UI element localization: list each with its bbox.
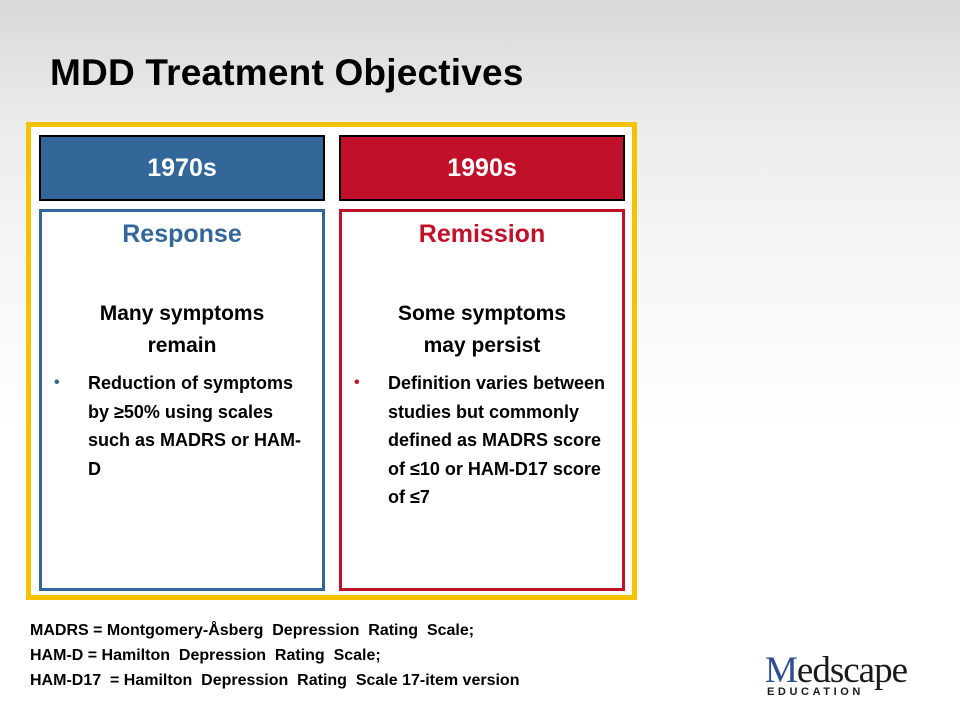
response-bullet-text: Reduction of symptoms by ≥50% using scal… — [88, 373, 302, 479]
era-header-1970s: 1970s — [39, 135, 325, 201]
response-subtitle-line1: Many symptoms — [99, 302, 265, 325]
logo-education: EDUCATION — [767, 686, 864, 698]
response-heading: Response — [122, 220, 242, 248]
era-header-1990s: 1990s — [339, 135, 625, 201]
bullet-icon: • — [354, 374, 360, 391]
remission-bullet-text: Definition varies between studies but co… — [388, 373, 606, 507]
remission-subtitle-line2: may persist — [423, 334, 541, 357]
logo-m: M — [765, 650, 798, 691]
remission-card: Remission Some symptoms may persist • De… — [339, 209, 625, 591]
response-card: Response Many symptoms remain • Reductio… — [39, 209, 325, 591]
remission-subtitle-line1: Some symptoms — [397, 302, 567, 325]
logo-rest: edscape — [796, 650, 908, 691]
medscape-education-logo: Medscape EDUCATION — [765, 652, 925, 702]
response-subtitle-line2: remain — [147, 334, 217, 357]
slide-title: MDD Treatment Objectives — [50, 52, 524, 93]
abbreviation-footnotes: MADRS = Montgomery-Åsberg Depression Rat… — [30, 618, 519, 693]
footnote-madrs: MADRS = Montgomery-Åsberg Depression Rat… — [30, 622, 475, 639]
footnote-ham-d: HAM-D = Hamilton Depression Rating Scale… — [30, 647, 381, 664]
remission-heading: Remission — [418, 220, 546, 248]
response-subtitle: Many symptoms remain — [62, 298, 302, 362]
remission-bullet: • Definition varies between studies but … — [352, 369, 610, 512]
response-bullet: • Reduction of symptoms by ≥50% using sc… — [52, 369, 310, 483]
bullet-icon: • — [54, 374, 60, 391]
remission-subtitle: Some symptoms may persist — [362, 298, 602, 362]
footnote-ham-d17: HAM-D17 = Hamilton Depression Rating Sca… — [30, 672, 520, 689]
comparison-frame: 1970s 1990s Response Many symptoms remai… — [26, 122, 637, 600]
logo-wordmark: Medscape — [765, 650, 908, 691]
